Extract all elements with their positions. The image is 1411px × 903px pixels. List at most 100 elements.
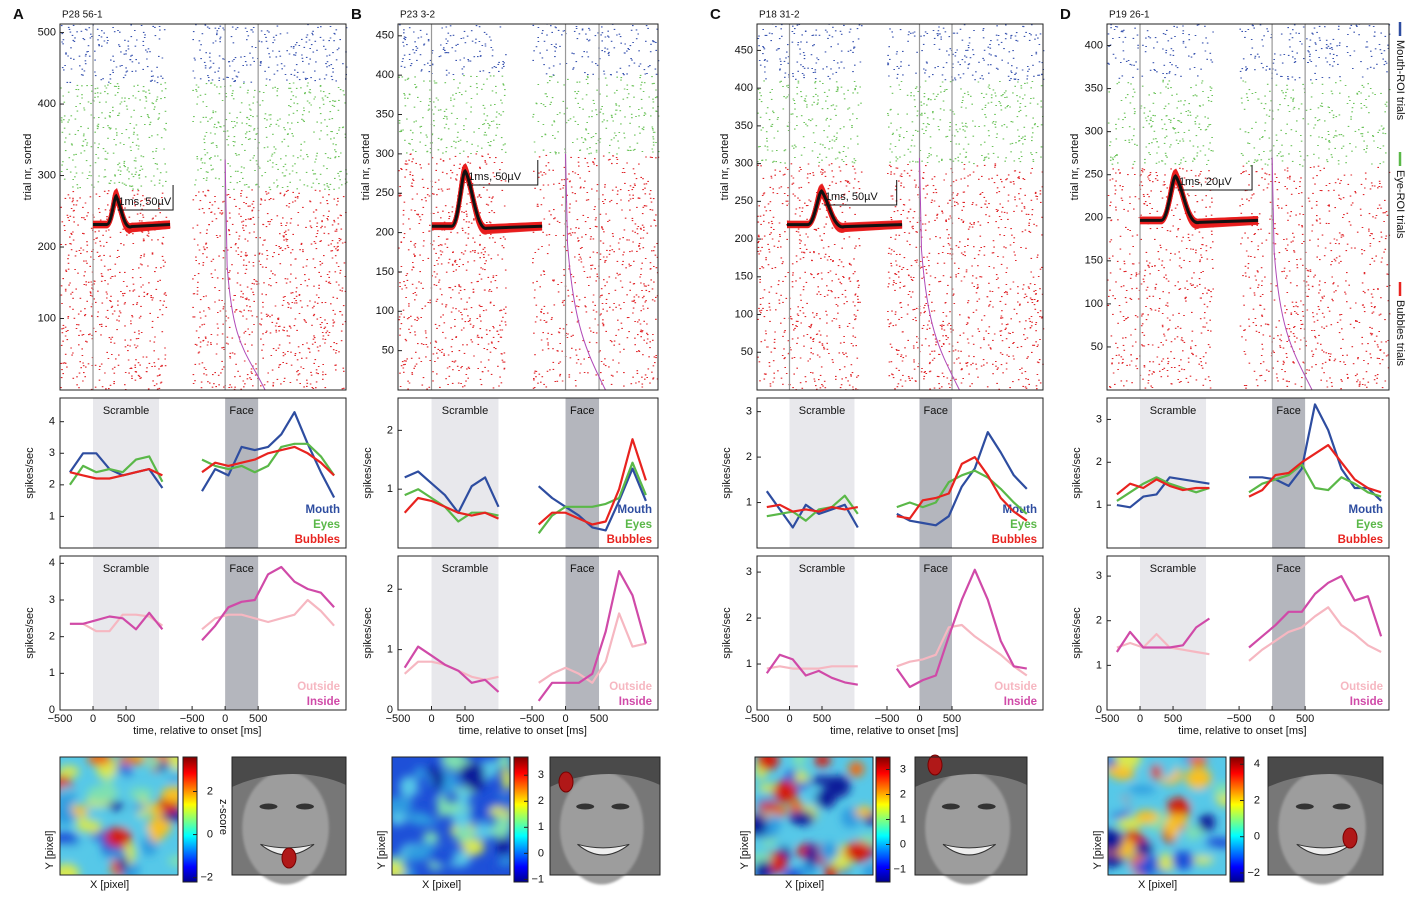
heatmap-blob: [779, 830, 794, 848]
heatmap-blob: [160, 811, 178, 822]
x-tick-label: 0: [1137, 713, 1143, 725]
heatmap-blob: [404, 845, 431, 862]
region-label: Face: [1276, 563, 1300, 575]
heatmap-blob: [112, 771, 127, 792]
legend-label: Outside: [297, 681, 340, 693]
heatmap-blob: [755, 813, 768, 836]
panel-letter: D: [1060, 6, 1071, 23]
face-skin: [559, 771, 644, 885]
series-line: [1116, 444, 1382, 498]
heatmap-frame: [1107, 756, 1227, 876]
colorbar: [1229, 756, 1245, 883]
heatmap-blob: [773, 780, 798, 803]
heatmap-blob: [757, 801, 780, 812]
stimulus-region: [93, 398, 160, 548]
heatmap-blob: [818, 842, 840, 861]
y-tick-label: 1: [1096, 499, 1102, 511]
heatmap-blob: [60, 832, 78, 845]
x-tick-label: −500: [1095, 713, 1120, 725]
region-label: Face: [924, 405, 948, 417]
x-tick-label: 0: [1269, 713, 1275, 725]
heatmap-blob: [1198, 813, 1216, 832]
x-axis-label: time, relative to onset [ms]: [1178, 725, 1306, 737]
y-tick-label: 1: [1096, 659, 1102, 671]
heatmap-blob: [502, 768, 510, 791]
y-axis-label: trial nr, sorted: [1069, 134, 1081, 201]
colorbar-tick-label: 4: [1254, 758, 1260, 770]
roi-blob: [1342, 827, 1358, 849]
heatmap-blob: [161, 786, 178, 803]
raster-title: P19 26-1: [1109, 10, 1150, 21]
face-frame: [1267, 756, 1384, 876]
heatmap-blob: [433, 757, 445, 771]
heatmap-blob: [1134, 810, 1159, 824]
x-axis-label: X [pixel]: [1138, 879, 1177, 891]
heatmap-image: [755, 757, 873, 875]
colorbar-tick-label: 0: [900, 838, 906, 850]
x-tick-label: −500: [48, 713, 73, 725]
y-tick-label: 0: [746, 704, 752, 716]
heatmap-blob: [1114, 757, 1142, 770]
latency-curve: [1271, 157, 1313, 391]
heatmap-image: [60, 757, 178, 875]
x-axis-label: X [pixel]: [90, 879, 129, 891]
y-tick-label: 300: [38, 169, 56, 181]
spike-raster: [757, 80, 1044, 165]
stimulus-region: [789, 398, 855, 548]
legend-label: Mouth: [1003, 504, 1037, 516]
region-label: Face: [570, 405, 594, 417]
heatmap-blobs: [755, 757, 873, 875]
face-image: [914, 754, 1028, 885]
x-tick-label: 500: [1296, 713, 1314, 725]
colorbar-tick-label: 1: [900, 813, 906, 825]
spike-raster: [60, 23, 348, 84]
x-tick-label: −500: [386, 713, 411, 725]
heatmap-blob: [1108, 796, 1129, 814]
region-label: Scramble: [442, 405, 488, 417]
y-axis-label: Y [pixel]: [1092, 831, 1104, 870]
y-tick-label: 350: [376, 108, 394, 120]
face-eye: [941, 803, 960, 810]
scale-bar: [1177, 165, 1253, 191]
face-hair: [232, 757, 346, 787]
face-eye: [576, 803, 595, 810]
legend-label: Eyes: [625, 519, 652, 531]
raster-title: P18 31-2: [759, 10, 800, 21]
y-tick-label: 450: [735, 44, 753, 56]
series-line: [765, 568, 1027, 689]
legend-label: Eyes: [1356, 519, 1383, 531]
y-tick-label: 300: [1085, 126, 1103, 138]
y-tick-label: 200: [376, 226, 394, 238]
heatmap-blob: [1213, 782, 1226, 797]
stimulus-region: [431, 398, 499, 548]
legend-label: Mouth: [1349, 504, 1383, 516]
heatmap-blob: [496, 834, 510, 857]
y-tick-label: 2: [1096, 456, 1102, 468]
y-tick-label: 4: [49, 557, 55, 569]
heatmap-blob: [498, 856, 510, 865]
heatmap-blob: [1108, 829, 1124, 853]
face-eye: [1295, 803, 1314, 810]
face-eye: [611, 803, 630, 810]
y-tick-label: 100: [376, 305, 394, 317]
legend-label: Outside: [994, 681, 1037, 693]
y-tick-label: 450: [376, 30, 394, 42]
face-image: [549, 756, 661, 885]
heatmap-blob: [1191, 855, 1214, 865]
y-tick-label: 3: [1096, 413, 1102, 425]
series-line: [68, 442, 336, 486]
heatmap-blob: [102, 851, 127, 860]
heatmap-blob: [422, 787, 442, 799]
heatmap-blob: [392, 796, 413, 814]
colorbar: [182, 756, 198, 883]
y-tick-label: 150: [1085, 255, 1103, 267]
x-axis-label: time, relative to onset [ms]: [459, 725, 587, 737]
heatmap-blob: [755, 852, 773, 865]
x-tick-label: 0: [90, 713, 96, 725]
colorbar-tick-label: 0: [538, 847, 544, 859]
heatmap-blob: [1191, 787, 1208, 809]
heatmap-blob: [1122, 866, 1135, 875]
legend-label: Eye-ROI trials: [1394, 170, 1406, 239]
region-label: Scramble: [799, 563, 845, 575]
